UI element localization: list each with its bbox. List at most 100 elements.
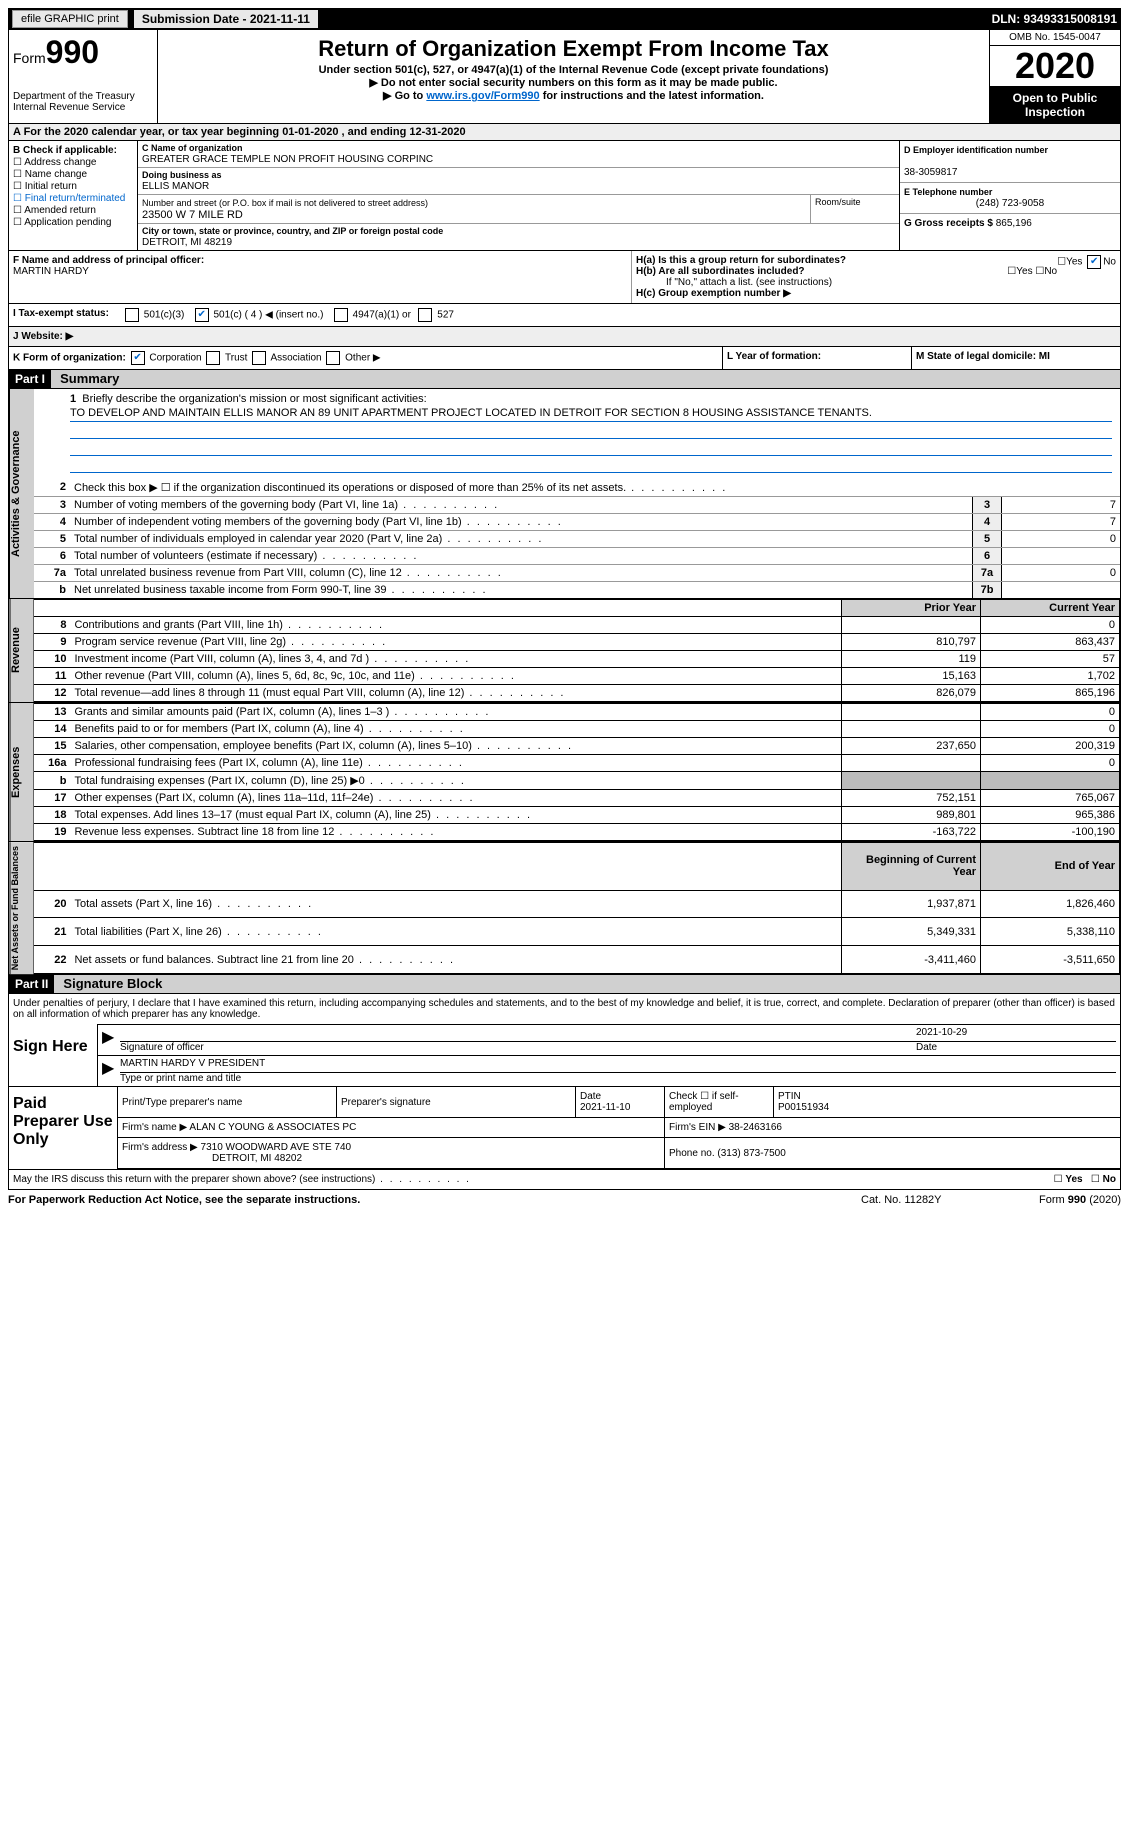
room-label: Room/suite	[811, 195, 899, 223]
chk-4947[interactable]	[334, 308, 348, 322]
b-label: B Check if applicable:	[13, 145, 133, 156]
chk-name-change[interactable]: ☐ Name change	[13, 169, 133, 180]
page-footer: For Paperwork Reduction Act Notice, see …	[8, 1190, 1121, 1206]
ein-cell: D Employer identification number 38-3059…	[900, 141, 1120, 183]
ha-row: H(a) Is this a group return for subordin…	[636, 255, 1116, 266]
hb-row: H(b) Are all subordinates included? ☐Yes…	[636, 266, 1116, 277]
gross-receipts-cell: G Gross receipts $ 865,196	[900, 214, 1120, 233]
phone-value: (248) 723-9058	[904, 198, 1116, 209]
dba-name: ELLIS MANOR	[142, 181, 209, 192]
chk-address-change[interactable]: ☐ Address change	[13, 157, 133, 168]
cat-no: Cat. No. 11282Y	[861, 1194, 981, 1206]
ein-value: 38-3059817	[904, 167, 957, 178]
org-name: GREATER GRACE TEMPLE NON PROFIT HOUSING …	[142, 154, 433, 165]
phone-cell: E Telephone number (248) 723-9058	[900, 183, 1120, 214]
ha-no-checkbox[interactable]	[1087, 255, 1101, 269]
fin-row: 21Total liabilities (Part X, line 26)5,3…	[34, 918, 1120, 946]
firm-phone: (313) 873-7500	[717, 1148, 785, 1159]
chk-initial-return[interactable]: ☐ Initial return	[13, 181, 133, 192]
form-title: Return of Organization Exempt From Incom…	[162, 36, 985, 62]
m-state-domicile: M State of legal domicile: MI	[916, 351, 1050, 362]
chk-trust[interactable]	[206, 351, 220, 365]
city-cell: City or town, state or province, country…	[138, 224, 899, 250]
ptin-value: P00151934	[778, 1102, 829, 1113]
may-irs-discuss: May the IRS discuss this return with the…	[9, 1169, 1120, 1189]
submission-date: Submission Date - 2021-11-11	[134, 10, 318, 28]
preparer-date: 2021-11-10	[580, 1102, 630, 1113]
signature-block: Under penalties of perjury, I declare th…	[8, 994, 1121, 1087]
efile-print-button[interactable]: efile GRAPHIC print	[12, 10, 128, 28]
f-label: F Name and address of principal officer:	[13, 255, 204, 266]
chk-final-return[interactable]: ☐ Final return/terminated	[13, 193, 133, 204]
gov-line: 5Total number of individuals employed in…	[34, 530, 1120, 547]
line-1-mission: 1 Briefly describe the organization's mi…	[34, 389, 1120, 479]
chk-501c[interactable]	[195, 308, 209, 322]
hb-note: If "No," attach a list. (see instruction…	[636, 277, 1116, 288]
gross-receipts: 865,196	[996, 218, 1032, 229]
irs-link[interactable]: www.irs.gov/Form990	[426, 90, 539, 102]
gov-line: 6Total number of volunteers (estimate if…	[34, 547, 1120, 564]
netassets-section: Net Assets or Fund Balances Beginning of…	[8, 842, 1121, 975]
begin-year-header: Beginning of Current Year	[842, 843, 981, 891]
row-a-tax-year: A For the 2020 calendar year, or tax yea…	[8, 124, 1121, 141]
vtab-netassets: Net Assets or Fund Balances	[9, 842, 33, 974]
revenue-section: Revenue Prior Year Current Year 8Contrib…	[8, 599, 1121, 703]
chk-amended-return[interactable]: ☐ Amended return	[13, 205, 133, 216]
omb-number: OMB No. 1545-0047	[990, 30, 1120, 46]
addr-cell: Number and street (or P.O. box if mail i…	[138, 195, 811, 223]
chk-application-pending[interactable]: ☐ Application pending	[13, 217, 133, 228]
paid-preparer-block: Paid Preparer Use Only Print/Type prepar…	[8, 1087, 1121, 1190]
sig-date: 2021-10-29	[916, 1027, 1116, 1042]
expenses-section: Expenses 13Grants and similar amounts pa…	[8, 703, 1121, 842]
fin-row: 10Investment income (Part VIII, column (…	[34, 651, 1120, 668]
dln-label: DLN: 93493315008191	[992, 12, 1117, 26]
vtab-governance: Activities & Governance	[9, 389, 34, 598]
preparer-sig-label: Preparer's signature	[337, 1087, 576, 1118]
form-note-2: ▶ Go to www.irs.gov/Form990 for instruct…	[162, 89, 985, 102]
fin-row: 19Revenue less expenses. Subtract line 1…	[34, 824, 1120, 841]
fin-row: 22Net assets or fund balances. Subtract …	[34, 946, 1120, 974]
dept-label: Department of the Treasury Internal Reve…	[13, 91, 153, 113]
sign-here-label: Sign Here	[9, 1024, 98, 1086]
firm-name: ALAN C YOUNG & ASSOCIATES PC	[189, 1122, 356, 1133]
self-employed-check[interactable]: Check ☐ if self-employed	[665, 1087, 774, 1118]
fin-row: 11Other revenue (Part VIII, column (A), …	[34, 668, 1120, 685]
form-ref: Form 990 (2020)	[981, 1194, 1121, 1206]
part-1-header: Part I Summary	[8, 370, 1121, 389]
form-note-1: ▶ Do not enter social security numbers o…	[162, 76, 985, 89]
firm-city: DETROIT, MI 48202	[122, 1153, 302, 1164]
vtab-revenue: Revenue	[9, 599, 33, 702]
fin-row: 18Total expenses. Add lines 13–17 (must …	[34, 807, 1120, 824]
fin-row: 8Contributions and grants (Part VIII, li…	[34, 617, 1120, 634]
tax-year: 2020	[990, 46, 1120, 87]
fin-row: 13Grants and similar amounts paid (Part …	[34, 704, 1120, 721]
prior-year-header: Prior Year	[842, 600, 981, 617]
dba-cell: Doing business as ELLIS MANOR	[138, 168, 899, 195]
mission-text: TO DEVELOP AND MAINTAIN ELLIS MANOR AN 8…	[70, 407, 1112, 422]
section-i: I Tax-exempt status: 501(c)(3) 501(c) ( …	[8, 304, 1121, 327]
inspection-label: Open to Public Inspection	[990, 87, 1120, 123]
section-j-website: J Website: ▶	[8, 327, 1121, 347]
vtab-expenses: Expenses	[9, 703, 33, 841]
chk-other[interactable]	[326, 351, 340, 365]
governance-section: Activities & Governance 1 Briefly descri…	[8, 389, 1121, 599]
fin-row: 16aProfessional fundraising fees (Part I…	[34, 755, 1120, 772]
officer-name: MARTIN HARDY	[13, 266, 89, 277]
fin-row: 12Total revenue—add lines 8 through 11 (…	[34, 685, 1120, 702]
fin-row: 14Benefits paid to or for members (Part …	[34, 721, 1120, 738]
sig-date-label: Date	[916, 1042, 937, 1053]
chk-corporation[interactable]	[131, 351, 145, 365]
preparer-name-label: Print/Type preparer's name	[118, 1087, 337, 1118]
org-name-cell: C Name of organization GREATER GRACE TEM…	[138, 141, 899, 168]
officer-print-name: MARTIN HARDY V PRESIDENT	[120, 1058, 1116, 1073]
gov-line: 3Number of voting members of the governi…	[34, 496, 1120, 513]
hc-row: H(c) Group exemption number ▶	[636, 288, 1116, 299]
fin-row: 9Program service revenue (Part VIII, lin…	[34, 634, 1120, 651]
form-subtitle: Under section 501(c), 527, or 4947(a)(1)…	[162, 64, 985, 76]
gov-line: 2Check this box ▶ ☐ if the organization …	[34, 479, 1120, 496]
section-klm: K Form of organization: Corporation Trus…	[8, 347, 1121, 370]
form-header: Form990 Department of the Treasury Inter…	[8, 30, 1121, 124]
chk-501c3[interactable]	[125, 308, 139, 322]
chk-association[interactable]	[252, 351, 266, 365]
chk-527[interactable]	[418, 308, 432, 322]
